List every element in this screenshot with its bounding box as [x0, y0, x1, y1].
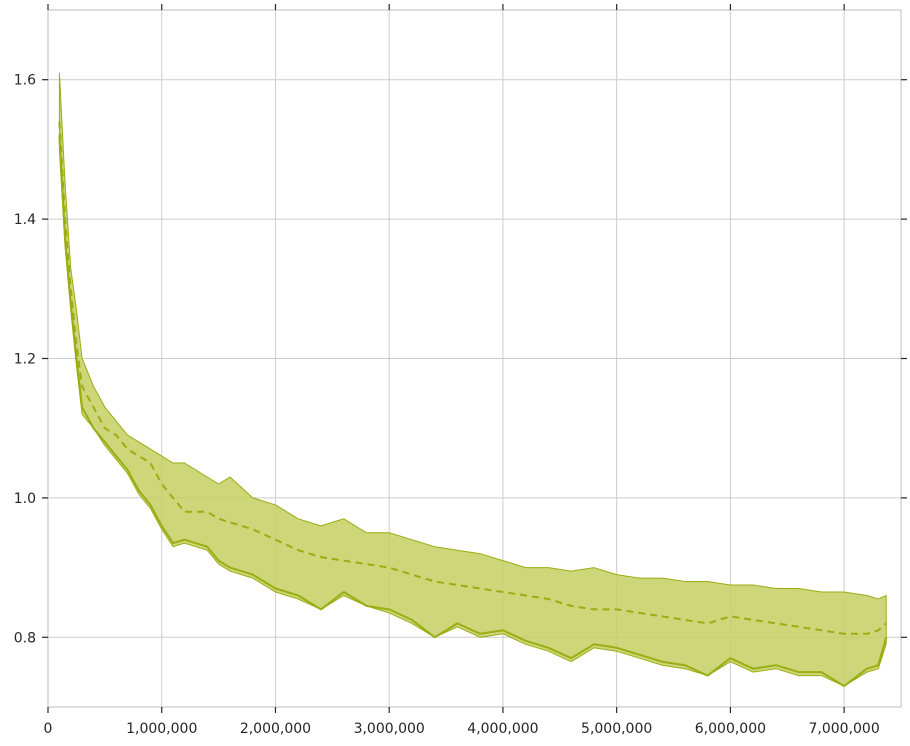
band-area	[58, 72, 887, 687]
y-tick-label-0: 0.8	[14, 630, 36, 646]
grid-lines	[48, 10, 901, 707]
x-tick-label-7: 7,000,000	[809, 721, 880, 737]
series-line-1-solid	[58, 135, 888, 688]
x-tick-label-1: 1,000,000	[126, 721, 197, 737]
y-tick-label-3: 1.4	[14, 212, 36, 228]
x-tick-label-4: 4,000,000	[467, 721, 538, 737]
confidence-band	[58, 72, 887, 687]
x-tick-label-0: 0	[44, 721, 53, 737]
x-tick-label-3: 3,000,000	[354, 721, 425, 737]
y-tick-label-4: 1.6	[14, 73, 36, 89]
axis-ticks	[42, 4, 907, 713]
x-tick-label-6: 6,000,000	[695, 721, 766, 737]
x-tick-label-2: 2,000,000	[240, 721, 311, 737]
y-tick-label-2: 1.2	[14, 352, 36, 368]
series-line-0-dashed	[58, 121, 887, 635]
tick-labels: 0 1,000,000 2,000,000 3,000,000 4,000,000 5,0…	[14, 73, 880, 737]
series-lines	[58, 121, 888, 688]
x-tick-label-5: 5,000,000	[581, 721, 652, 737]
y-tick-label-1: 1.0	[14, 491, 36, 507]
